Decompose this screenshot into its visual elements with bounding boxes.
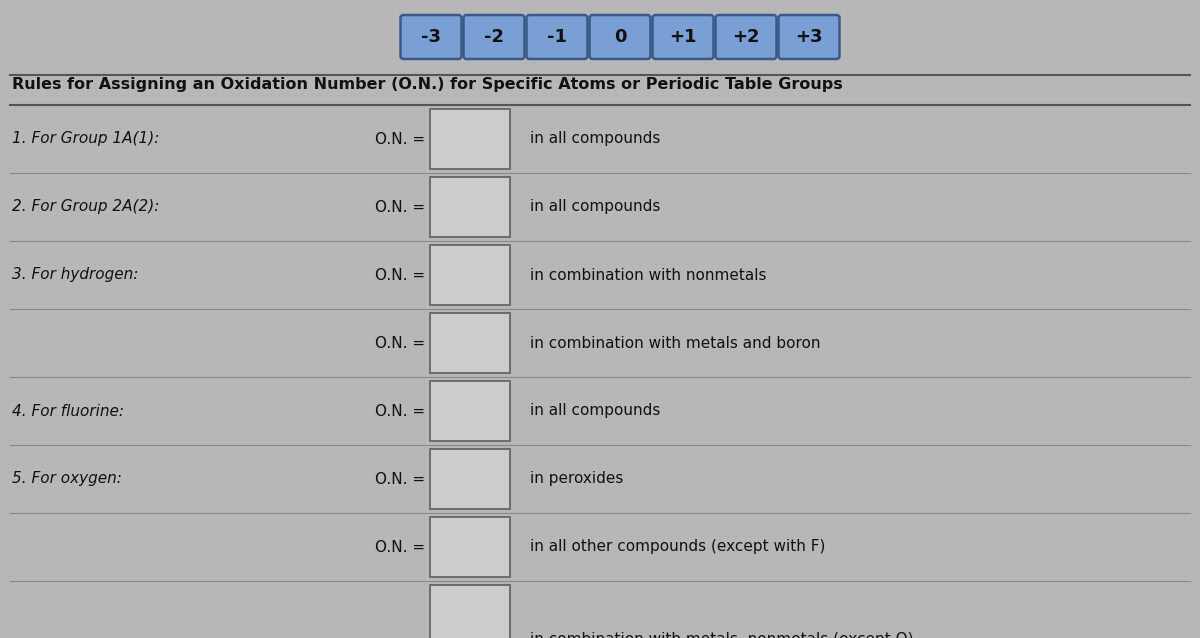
Text: Rules for Assigning an Oxidation Number (O.N.) for Specific Atoms or Periodic Ta: Rules for Assigning an Oxidation Number …	[12, 77, 842, 92]
Text: +1: +1	[670, 28, 697, 46]
Text: O.N. =: O.N. =	[374, 131, 425, 147]
Text: O.N. =: O.N. =	[374, 336, 425, 350]
Bar	[430, 109, 510, 169]
Text: O.N. =: O.N. =	[374, 200, 425, 214]
FancyBboxPatch shape	[463, 15, 524, 59]
Text: +2: +2	[732, 28, 760, 46]
Text: in combination with nonmetals: in combination with nonmetals	[530, 267, 767, 283]
Text: +3: +3	[796, 28, 823, 46]
Text: O.N. =: O.N. =	[374, 540, 425, 554]
Bar	[430, 585, 510, 638]
FancyBboxPatch shape	[715, 15, 776, 59]
Text: -1: -1	[547, 28, 568, 46]
Text: in combination with metals, nonmetals (except O),
and other halogens lower in th: in combination with metals, nonmetals (e…	[530, 632, 918, 638]
FancyBboxPatch shape	[589, 15, 650, 59]
Text: 4. For fluorine:: 4. For fluorine:	[12, 403, 124, 419]
Text: in all other compounds (except with F): in all other compounds (except with F)	[530, 540, 826, 554]
Bar	[430, 381, 510, 441]
Text: 2. For Group 2A(2):: 2. For Group 2A(2):	[12, 200, 160, 214]
FancyBboxPatch shape	[527, 15, 588, 59]
Bar	[430, 245, 510, 305]
Text: 0: 0	[613, 28, 626, 46]
Text: O.N. =: O.N. =	[374, 267, 425, 283]
Bar	[430, 313, 510, 373]
Text: in combination with metals and boron: in combination with metals and boron	[530, 336, 821, 350]
FancyBboxPatch shape	[401, 15, 462, 59]
Text: O.N. =: O.N. =	[374, 471, 425, 487]
Text: 3. For hydrogen:: 3. For hydrogen:	[12, 267, 138, 283]
Text: in all compounds: in all compounds	[530, 131, 660, 147]
Text: in peroxides: in peroxides	[530, 471, 623, 487]
FancyBboxPatch shape	[779, 15, 840, 59]
Text: in all compounds: in all compounds	[530, 403, 660, 419]
Text: -3: -3	[421, 28, 442, 46]
Text: 5. For oxygen:: 5. For oxygen:	[12, 471, 122, 487]
Bar	[430, 449, 510, 509]
Bar	[430, 517, 510, 577]
FancyBboxPatch shape	[653, 15, 714, 59]
Text: 1. For Group 1A(1):: 1. For Group 1A(1):	[12, 131, 160, 147]
Bar	[430, 177, 510, 237]
Text: -2: -2	[484, 28, 504, 46]
Text: O.N. =: O.N. =	[374, 403, 425, 419]
Text: in all compounds: in all compounds	[530, 200, 660, 214]
